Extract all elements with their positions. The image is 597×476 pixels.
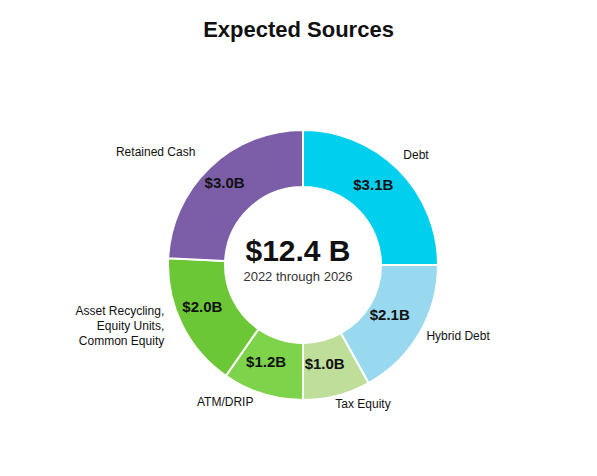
svg-text:$2.0B: $2.0B [182, 298, 222, 315]
svg-text:$3.0B: $3.0B [205, 174, 245, 191]
svg-text:ATM/DRIP: ATM/DRIP [197, 395, 253, 409]
svg-text:Retained Cash: Retained Cash [116, 145, 195, 159]
svg-text:$1.2B: $1.2B [246, 353, 286, 370]
html-text:Expected Sources: Expected Sources [203, 17, 394, 42]
svg-text:Hybrid Debt: Hybrid Debt [426, 329, 490, 343]
svg-text:Tax Equity: Tax Equity [335, 397, 390, 411]
svg-text:$1.0B: $1.0B [305, 355, 345, 372]
html-text:$12.4 B: $12.4 B [245, 234, 351, 267]
svg-text:$3.1B: $3.1B [353, 176, 393, 193]
html-text:2022 through 2026: 2022 through 2026 [243, 269, 353, 284]
svg-text:Asset Recycling,Equity Units,C: Asset Recycling,Equity Units,Common Equi… [76, 304, 165, 348]
svg-text:$2.1B: $2.1B [370, 306, 410, 323]
svg-text:Debt: Debt [403, 148, 429, 162]
